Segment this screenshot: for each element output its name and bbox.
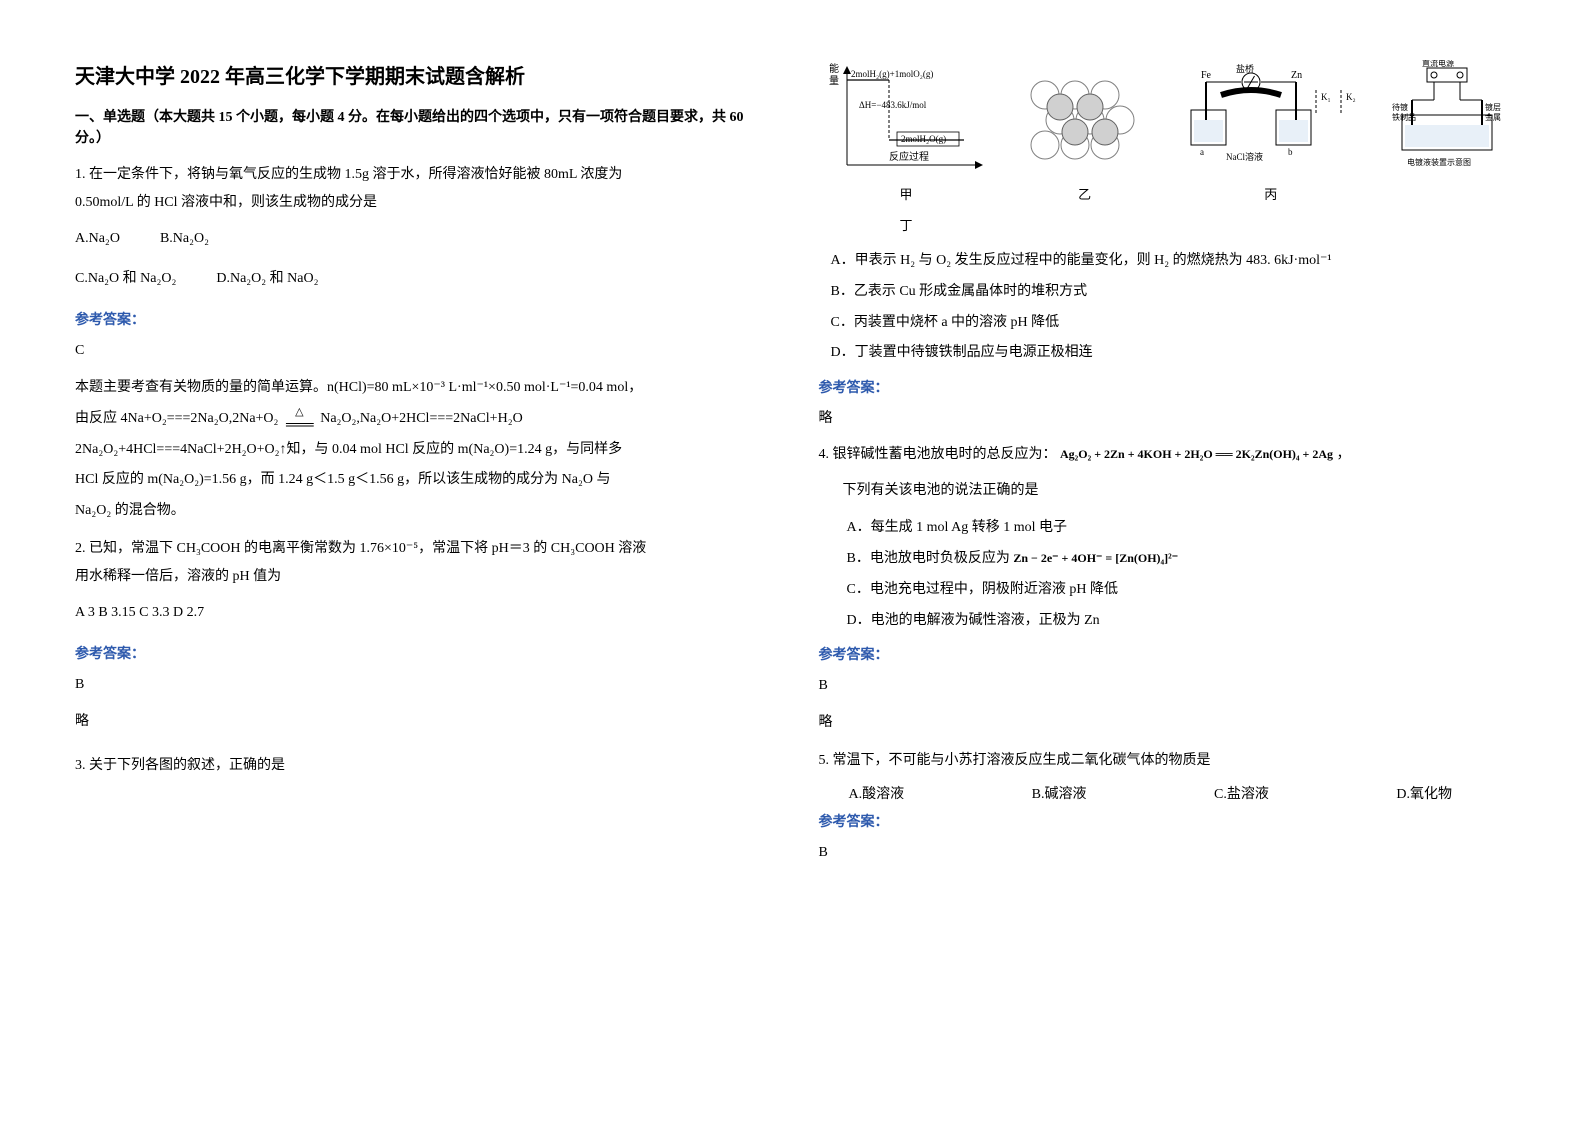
q3-answer: 略 [819, 405, 1513, 433]
diagram-bing: Fe Zn 盐桥 a b NaCl溶液 K₁ [1186, 60, 1356, 203]
jia-x-label: 反应过程 [889, 150, 929, 163]
q1-options: A.Na₂O B.Na₂O₂ C.Na₂O 和 Na₂O₂ D.Na₂O₂ 和 … [75, 225, 769, 293]
diagram-yi: 乙 [1020, 60, 1150, 203]
svg-text:Zn: Zn [1291, 70, 1302, 81]
q1-exp-l2a: 由反应 4Na+O₂===2Na₂O,2Na+O₂ [75, 411, 278, 426]
q4-options: A．每生成 1 mol Ag 转移 1 mol 电子 B．电池放电时负极反应为 … [819, 513, 1513, 636]
q5-options: A.酸溶液 B.碱溶液 C.盐溶液 D.氧化物 [819, 783, 1513, 803]
svg-text:金属: 金属 [1485, 112, 1501, 122]
svg-text:铁制品: 铁制品 [1392, 112, 1416, 122]
q4-text2: 下列有关该电池的说法正确的是 [819, 477, 1513, 505]
plating-svg: 直流电源 待镀 铁制品 镀层 金属 电镀液装置示意图 [1392, 60, 1502, 180]
y-axis-label: 能 [829, 62, 839, 75]
jia-top-label: 2molH₂(g)+1molO₂(g) [851, 69, 933, 79]
triangle-condition: △ ═══ [282, 405, 317, 433]
question-5: 5. 常温下，不可能与小苏打溶液反应生成二氧化碳气体的物质是 [819, 747, 1513, 775]
q4-explanation: 略 [819, 708, 1513, 739]
q1-explanation: 本题主要考查有关物质的量的简单运算。n(HCl)=80 mL×10⁻³ L·ml… [75, 373, 769, 527]
q1-exp-line2: 由反应 4Na+O₂===2Na₂O,2Na+O₂ △ ═══ Na₂O₂,Na… [75, 404, 769, 435]
q3-opt-a: A．甲表示 H₂ 与 O₂ 发生反应过程中的能量变化，则 H₂ 的燃烧热为 48… [819, 246, 1513, 277]
svg-text:Fe: Fe [1201, 70, 1212, 81]
q1-exp-line5: Na₂O₂ 的混合物。 [75, 496, 769, 527]
svg-text:盐桥: 盐桥 [1236, 63, 1254, 74]
q1-opt-a: A.Na₂O [75, 225, 120, 253]
q4-opt-b-prefix: B．电池放电时负极反应为 [847, 551, 1010, 566]
svg-text:待镀: 待镀 [1392, 102, 1408, 112]
label-jia: 甲 [899, 184, 912, 203]
plating-label: 电镀液装置示意图 [1407, 157, 1471, 167]
power-label: 直流电源 [1422, 60, 1454, 68]
question-3-text: 3. 关于下列各图的叙述，正确的是 [75, 752, 769, 780]
crystal-svg [1020, 60, 1150, 180]
q1-answer: C [75, 337, 769, 365]
q1-opt-d: D.Na₂O₂ 和 NaO₂ [216, 265, 318, 293]
question-4: 4. 银锌碱性蓄电池放电时的总反应为： Ag₂O₂ + 2Zn + 4KOH +… [819, 441, 1513, 469]
right-column: 能 量 2molH₂(g)+1molO₂(g) ΔH=−483.6kJ/mol … [794, 60, 1538, 1062]
q1-exp-line1: 本题主要考查有关物质的量的简单运算。n(HCl)=80 mL×10⁻³ L·ml… [75, 373, 769, 404]
svg-text:a: a [1200, 147, 1204, 157]
q4-answer: B [819, 672, 1513, 700]
q5-answer: B [819, 839, 1513, 867]
label-ding: 丁 [899, 215, 912, 234]
jia-bottom-label: 2molH₂O(g) [901, 134, 946, 144]
q1-answer-label: 参考答案： [75, 309, 769, 329]
svg-text:K₂: K₂ [1346, 92, 1356, 102]
q1-text-line2: 0.50mol/L 的 HCl 溶液中和，则该生成物的成分是 [75, 189, 769, 217]
label-yi: 乙 [1078, 184, 1091, 203]
q4-formula: Ag₂O₂ + 2Zn + 4KOH + 2H₂O ══ 2K₂Zn(OH)₄ … [1060, 447, 1333, 461]
q4-opt-c: C．电池充电过程中，阴极附近溶液 pH 降低 [835, 575, 1513, 606]
electro-svg: Fe Zn 盐桥 a b NaCl溶液 K₁ [1186, 60, 1356, 180]
svg-text:镀层: 镀层 [1485, 102, 1501, 112]
triangle-icon: △ [295, 406, 303, 418]
q2-text-line1: 2. 已知，常温下 CH₃COOH 的电离平衡常数为 1.76×10⁻⁵，常温下… [75, 535, 769, 563]
q3-opt-c: C．丙装置中烧杯 a 中的溶液 pH 降低 [819, 308, 1513, 339]
q4-opt-a: A．每生成 1 mol Ag 转移 1 mol 电子 [835, 513, 1513, 544]
q3-options: A．甲表示 H₂ 与 O₂ 发生反应过程中的能量变化，则 H₂ 的燃烧热为 48… [819, 246, 1513, 369]
q5-opt-a: A.酸溶液 [849, 783, 905, 803]
jia-dh-label: ΔH=−483.6kJ/mol [859, 100, 927, 110]
q5-answer-label: 参考答案： [819, 811, 1513, 831]
svg-text:b: b [1288, 147, 1293, 157]
q2-explanation: 略 [75, 707, 769, 738]
q2-options: A 3 B 3.15 C 3.3 D 2.7 [75, 599, 769, 627]
q2-answer-label: 参考答案： [75, 643, 769, 663]
diagram-ding: 直流电源 待镀 铁制品 镀层 金属 电镀液装置示意图 [1392, 60, 1502, 180]
q3-opt-b: B．乙表示 Cu 形成金属晶体时的堆积方式 [819, 277, 1513, 308]
q1-text-line1: 1. 在一定条件下，将钠与氧气反应的生成物 1.5g 溶于水，所得溶液恰好能被 … [75, 161, 769, 189]
exam-title: 天津大中学 2022 年高三化学下学期期末试题含解析 [75, 60, 769, 89]
q1-opt-b: B.Na₂O₂ [160, 225, 209, 253]
q1-opt-c: C.Na₂O 和 Na₂O₂ [75, 265, 176, 293]
section-header: 一、单选题（本大题共 15 个小题，每小题 4 分。在每小题给出的四个选项中，只… [75, 107, 769, 149]
q3-answer-label: 参考答案： [819, 377, 1513, 397]
q4-answer-label: 参考答案： [819, 644, 1513, 664]
diagram-jia: 能 量 2molH₂(g)+1molO₂(g) ΔH=−483.6kJ/mol … [829, 60, 984, 234]
q4-opt-d: D．电池的电解液为碱性溶液，正极为 Zn [835, 606, 1513, 637]
q4-opt-b: B．电池放电时负极反应为 Zn − 2e⁻ + 4OH⁻ = [Zn(OH)₄]… [835, 544, 1513, 575]
energy-diagram-svg: 能 量 2molH₂(g)+1molO₂(g) ΔH=−483.6kJ/mol … [829, 60, 984, 180]
q1-exp-l2b: Na₂O₂,Na₂O+2HCl===2NaCl+H₂O [320, 411, 522, 426]
q3-opt-d: D．丁装置中待镀铁制品应与电源正极相连 [819, 338, 1513, 369]
svg-text:量: 量 [829, 75, 839, 87]
svg-text:K₁: K₁ [1321, 92, 1331, 102]
q5-opt-b: B.碱溶液 [1032, 783, 1087, 803]
q2-answer: B [75, 671, 769, 699]
q2-text-line2: 用水稀释一倍后，溶液的 pH 值为 [75, 563, 769, 591]
q3-diagrams: 能 量 2molH₂(g)+1molO₂(g) ΔH=−483.6kJ/mol … [819, 60, 1513, 234]
left-column: 天津大中学 2022 年高三化学下学期期末试题含解析 一、单选题（本大题共 15… [50, 60, 794, 1062]
q4-opt-b-formula: Zn − 2e⁻ + 4OH⁻ = [Zn(OH)₄]²⁻ [1013, 551, 1178, 565]
q4-text-prefix: 4. 银锌碱性蓄电池放电时的总反应为： [819, 447, 1057, 462]
q1-exp-line4: HCl 反应的 m(Na₂O₂)=1.56 g，而 1.24 g＜1.5 g＜1… [75, 465, 769, 496]
q5-opt-c: C.盐溶液 [1214, 783, 1269, 803]
q1-exp-line3: 2Na₂O₂+4HCl===4NaCl+2H₂O+O₂↑知，与 0.04 mol… [75, 435, 769, 466]
nacl-label: NaCl溶液 [1226, 151, 1263, 162]
label-bing: 丙 [1264, 184, 1277, 203]
q5-opt-d: D.氧化物 [1396, 783, 1452, 803]
question-1: 1. 在一定条件下，将钠与氧气反应的生成物 1.5g 溶于水，所得溶液恰好能被 … [75, 161, 769, 217]
question-2: 2. 已知，常温下 CH₃COOH 的电离平衡常数为 1.76×10⁻⁵，常温下… [75, 535, 769, 591]
